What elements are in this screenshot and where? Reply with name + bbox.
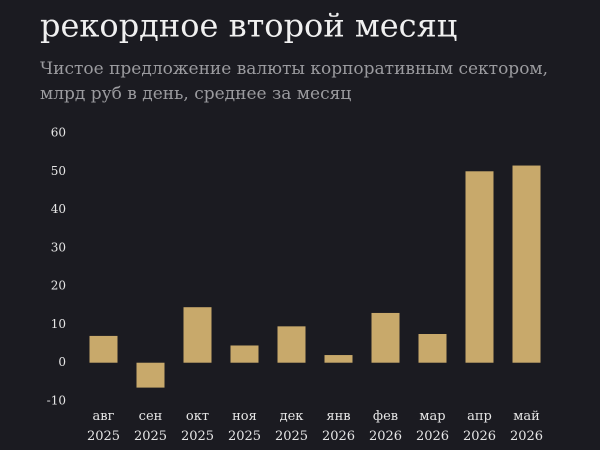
bar [371,312,400,363]
x-tick-label: ноя 2025 [227,409,262,444]
y-tick-label: 10 [51,317,66,331]
bar [465,171,494,363]
x-tick-label: янв 2026 [321,409,356,444]
bar [89,335,118,363]
y-tick-label: -10 [47,394,66,408]
x-tick-label: мар 2026 [415,409,450,444]
bar [230,345,259,363]
y-tick-label: 40 [51,202,66,216]
y-tick-label: 30 [51,240,66,254]
x-tick-label: апр 2026 [462,409,497,444]
y-tick-label: 60 [51,126,66,140]
x-tick-label: фев 2026 [368,409,403,444]
bar [183,307,212,363]
bar [418,334,447,363]
y-tick-label: 50 [51,164,66,178]
x-tick-label: сен 2025 [133,409,168,444]
chart-title: рекордное второй месяц [40,7,457,45]
y-tick-label: 20 [51,279,66,293]
x-tick-label: май 2026 [509,409,544,444]
bar [277,326,306,363]
x-tick-label: дек 2025 [274,409,309,444]
bar [324,355,353,363]
x-tick-label: авг 2025 [86,409,121,444]
x-tick-label: окт 2025 [180,409,215,444]
bar [512,165,541,363]
chart-subtitle: Чистое предложение валюты корпоративным … [40,59,549,104]
bar [136,362,165,388]
y-tick-label: 0 [58,355,66,369]
